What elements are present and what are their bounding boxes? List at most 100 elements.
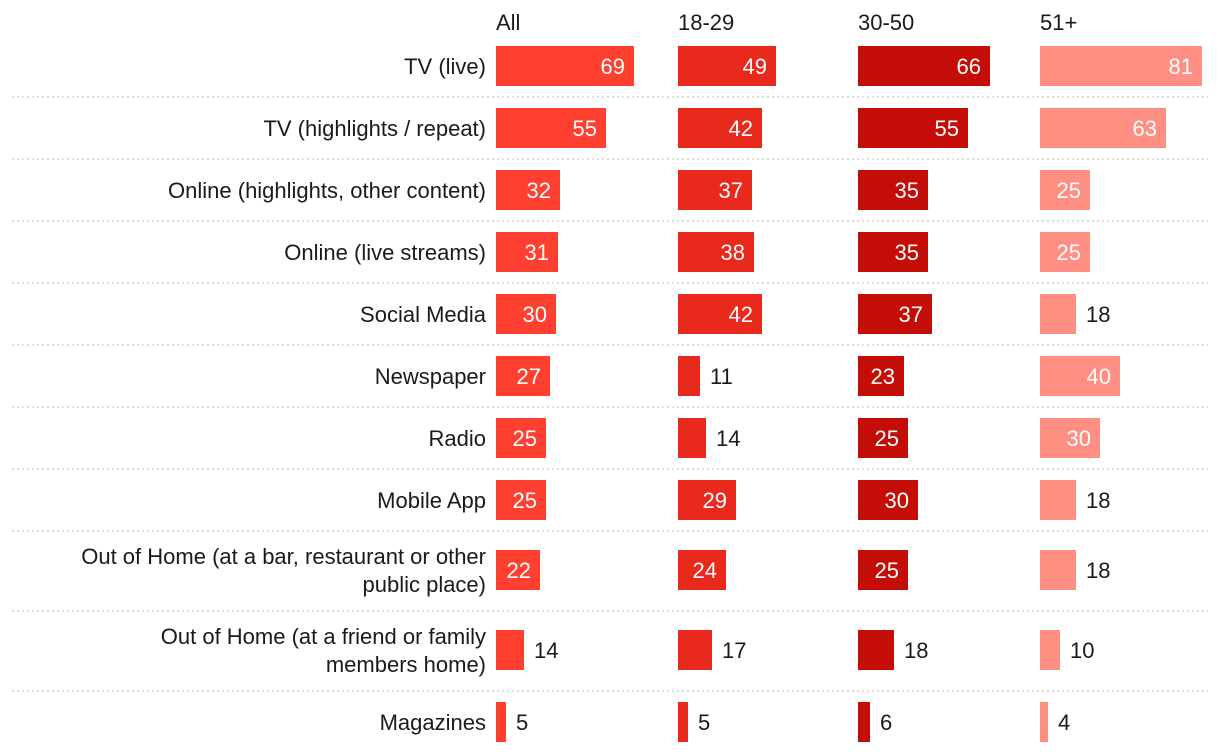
bar-18-29 xyxy=(678,702,688,742)
row-separators xyxy=(12,96,1208,692)
value-label-30-50: 25 xyxy=(875,426,899,451)
value-label-18-29: 17 xyxy=(722,638,746,663)
value-label-30-50: 6 xyxy=(880,710,892,735)
value-label-18-29: 37 xyxy=(719,178,743,203)
bar-all xyxy=(496,46,634,86)
bar-18-29 xyxy=(678,108,762,148)
bar-all xyxy=(496,356,550,396)
row-label: Social Media xyxy=(360,302,487,327)
value-label-30-50: 35 xyxy=(895,178,919,203)
bar-51 xyxy=(1040,108,1166,148)
value-label-all: 27 xyxy=(517,364,541,389)
value-label-30-50: 18 xyxy=(904,638,928,663)
bar-all xyxy=(496,702,506,742)
bar-30-50 xyxy=(858,630,894,670)
value-label-30-50: 35 xyxy=(895,240,919,265)
value-label-all: 25 xyxy=(513,488,537,513)
row-labels: TV (live) TV (highlights / repeat) Online … xyxy=(81,54,487,735)
value-label-18-29: 38 xyxy=(721,240,745,265)
value-label-18-29: 14 xyxy=(716,426,740,451)
bar-all xyxy=(496,630,524,670)
bar-30-50 xyxy=(858,702,870,742)
value-label-51: 25 xyxy=(1057,178,1081,203)
bar-18-29 xyxy=(678,418,706,458)
value-label-51: 30 xyxy=(1067,426,1091,451)
value-labels: 69 55 32 31 30 27 25 25 22 14 5 49 42 37 38 42 11 14 29 24 1… xyxy=(507,54,1193,735)
value-label-30-50: 25 xyxy=(875,558,899,583)
bar-51 xyxy=(1040,170,1090,210)
value-label-all: 14 xyxy=(534,638,558,663)
value-label-all: 32 xyxy=(527,178,551,203)
value-label-51: 10 xyxy=(1070,638,1094,663)
bars xyxy=(496,46,1202,742)
column-header-51: 51+ xyxy=(1040,10,1077,35)
value-label-30-50: 55 xyxy=(935,116,959,141)
value-label-51: 4 xyxy=(1058,710,1070,735)
bar-all xyxy=(496,232,558,272)
bar-30-50 xyxy=(858,170,928,210)
bar-51 xyxy=(1040,232,1090,272)
bar-all xyxy=(496,108,606,148)
value-label-51: 25 xyxy=(1057,240,1081,265)
value-label-all: 22 xyxy=(507,558,531,583)
value-label-51: 63 xyxy=(1133,116,1157,141)
bar-18-29 xyxy=(678,356,700,396)
bar-30-50 xyxy=(858,46,990,86)
value-label-30-50: 37 xyxy=(899,302,923,327)
column-header-all: All xyxy=(496,10,520,35)
bar-18-29 xyxy=(678,294,762,334)
bar-51 xyxy=(1040,418,1100,458)
value-label-51: 81 xyxy=(1169,54,1193,79)
bar-30-50 xyxy=(858,418,908,458)
value-label-18-29: 5 xyxy=(698,710,710,735)
bar-51 xyxy=(1040,550,1076,590)
row-label: members home) xyxy=(326,652,486,677)
value-label-51: 18 xyxy=(1086,488,1110,513)
value-label-all: 30 xyxy=(523,302,547,327)
row-label: public place) xyxy=(362,572,486,597)
column-header-30-50: 30-50 xyxy=(858,10,914,35)
bar-30-50 xyxy=(858,232,928,272)
row-label: Newspaper xyxy=(375,364,486,389)
bar-18-29 xyxy=(678,480,736,520)
bar-all xyxy=(496,294,556,334)
bar-30-50 xyxy=(858,480,918,520)
value-label-30-50: 30 xyxy=(885,488,909,513)
bar-51 xyxy=(1040,356,1120,396)
bar-51 xyxy=(1040,630,1060,670)
bar-51 xyxy=(1040,702,1048,742)
row-label: Radio xyxy=(429,426,486,451)
value-label-18-29: 49 xyxy=(743,54,767,79)
bar-51 xyxy=(1040,294,1076,334)
value-label-30-50: 66 xyxy=(957,54,981,79)
value-label-51: 18 xyxy=(1086,558,1110,583)
value-label-51: 18 xyxy=(1086,302,1110,327)
value-label-51: 40 xyxy=(1087,364,1111,389)
value-label-18-29: 42 xyxy=(729,302,753,327)
row-label: TV (live) xyxy=(404,54,486,79)
row-label: Online (highlights, other content) xyxy=(168,178,486,203)
value-label-30-50: 23 xyxy=(871,364,895,389)
bar-18-29 xyxy=(678,550,726,590)
bar-18-29 xyxy=(678,630,712,670)
value-label-18-29: 42 xyxy=(729,116,753,141)
value-label-18-29: 24 xyxy=(693,558,717,583)
bar-18-29 xyxy=(678,46,776,86)
bar-all xyxy=(496,170,560,210)
row-label: Magazines xyxy=(380,710,486,735)
bar-all xyxy=(496,480,546,520)
column-headers: All 18-29 30-50 51+ xyxy=(496,10,1077,35)
value-label-all: 5 xyxy=(516,710,528,735)
bar-30-50 xyxy=(858,356,904,396)
value-label-18-29: 11 xyxy=(710,364,733,389)
value-label-18-29: 29 xyxy=(703,488,727,513)
bar-18-29 xyxy=(678,232,754,272)
row-label: Out of Home (at a friend or family xyxy=(161,624,486,649)
bar-30-50 xyxy=(858,294,932,334)
value-label-all: 31 xyxy=(525,240,549,265)
bar-30-50 xyxy=(858,550,908,590)
row-label: Out of Home (at a bar, restaurant or oth… xyxy=(81,544,486,569)
column-header-18-29: 18-29 xyxy=(678,10,734,35)
bar-all xyxy=(496,418,546,458)
